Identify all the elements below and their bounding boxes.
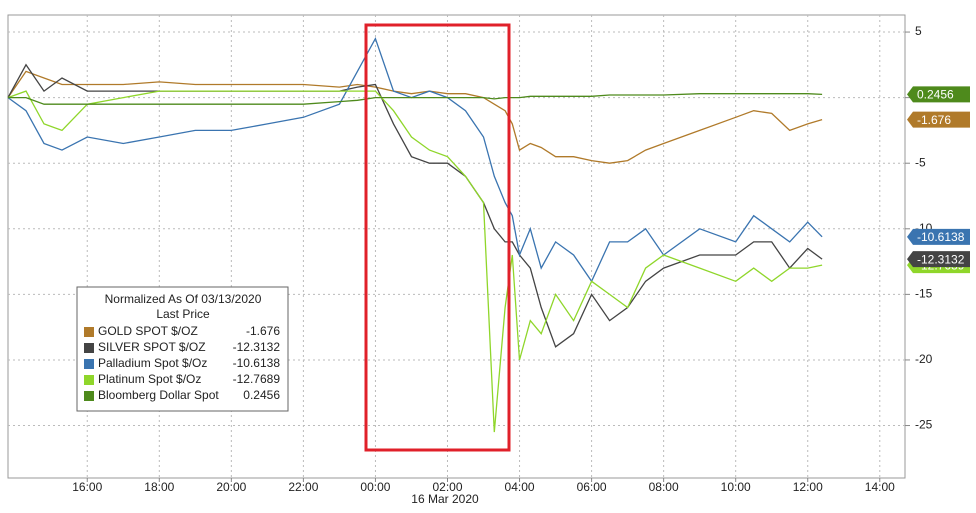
legend-label: GOLD SPOT $/OZ [98,324,198,338]
x-tick-label: 16:00 [72,480,102,494]
legend-value: -12.7689 [233,372,281,386]
y-tick-label: -25 [915,418,933,432]
y-tick-label: -5 [915,155,926,169]
x-tick-label: 06:00 [577,480,607,494]
x-tick-label: 22:00 [288,480,318,494]
legend-swatch [84,375,94,385]
y-tick-label: -20 [915,352,933,366]
legend-value: -1.676 [246,324,280,338]
x-tick-label: 02:00 [432,480,462,494]
value-tag-label: -1.676 [917,113,951,127]
legend-value: -12.3132 [233,340,281,354]
value-tag [907,228,970,245]
value-tag [907,111,970,128]
x-tick-label: 20:00 [216,480,246,494]
legend-label: Palladium Spot $/Oz [98,356,207,370]
legend: Normalized As Of 03/13/2020 Last Price G… [76,286,289,412]
legend-subtitle: Last Price [156,307,210,321]
value-tag [907,251,970,268]
legend-box [76,286,289,412]
series-line [8,93,823,105]
legend-swatch [84,391,94,401]
highlight-box [364,23,511,452]
value-tag [907,86,970,103]
value-tag-label: -12.3132 [917,252,965,266]
value-tag-label: -10.6138 [917,230,965,244]
y-tick-label: -15 [915,287,933,301]
x-tick-label: 18:00 [144,480,174,494]
legend-label: SILVER SPOT $/OZ [98,340,206,354]
legend-label: Platinum Spot $/Oz [98,372,201,386]
legend-label: Bloomberg Dollar Spot [98,388,219,402]
x-tick-label: 10:00 [721,480,751,494]
series-line [7,37,823,283]
legend-swatch [84,343,94,353]
series-line [7,70,823,164]
x-tick-label: 14:00 [865,480,895,494]
series-line [7,90,823,433]
x-tick-label: 00:00 [360,480,390,494]
legend-value: 0.2456 [243,388,280,402]
x-tick-label: 08:00 [649,480,679,494]
x-tick-label: 12:00 [793,480,823,494]
x-tick-label: 04:00 [505,480,535,494]
legend-swatch [84,327,94,337]
legend-value: -10.6138 [233,356,281,370]
x-sublabel: 16 Mar 2020 [411,492,479,506]
legend-title: Normalized As Of 03/13/2020 [105,292,262,306]
y-tick-label: 5 [915,24,922,38]
legend-swatch [84,359,94,369]
value-tag-label: 0.2456 [917,88,954,102]
